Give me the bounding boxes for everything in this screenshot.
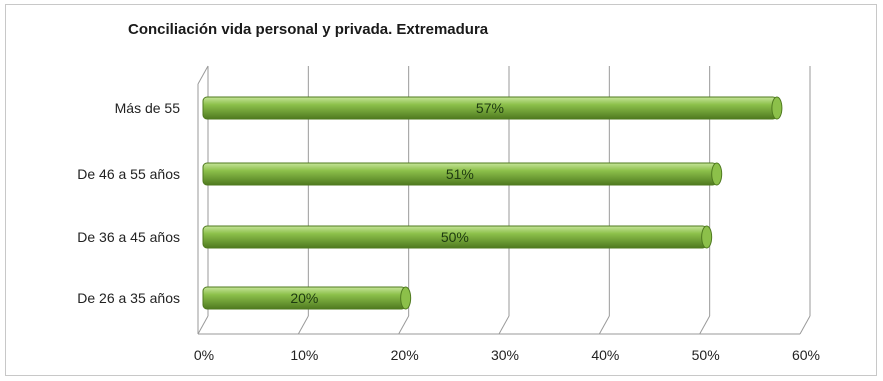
x-tick-label: 10% xyxy=(290,347,318,363)
bars-layer xyxy=(202,96,783,310)
x-tick-label: 20% xyxy=(391,347,419,363)
bar-end-cap xyxy=(771,96,783,120)
x-tick-label: 40% xyxy=(591,347,619,363)
chart-frame xyxy=(5,4,877,376)
floor-line xyxy=(498,315,510,335)
data-label: 51% xyxy=(446,166,474,182)
category-label: De 46 a 55 años xyxy=(77,166,180,182)
chart-title: Conciliación vida personal y privada. Ex… xyxy=(128,21,489,38)
x-tick-label: 60% xyxy=(792,347,820,363)
category-label: De 36 a 45 años xyxy=(77,229,180,245)
data-label: 20% xyxy=(290,290,318,306)
floor-line xyxy=(297,315,309,335)
data-label: 57% xyxy=(476,100,504,116)
x-tick-label: 50% xyxy=(692,347,720,363)
bar-end-cap xyxy=(400,286,412,310)
labels-layer: 0% 10% 20% 30% 40% 50% 60% 20% De 26 a 35 años 50… xyxy=(77,100,820,363)
floor-line xyxy=(197,315,209,335)
bar-end-cap xyxy=(711,162,723,186)
side-wall-top-edge xyxy=(197,65,209,85)
category-label: Más de 55 xyxy=(115,100,181,116)
x-tick-label: 0% xyxy=(194,347,214,363)
floor-line xyxy=(699,315,711,335)
data-label: 50% xyxy=(441,229,469,245)
category-label: De 26 a 35 años xyxy=(77,290,180,306)
floor-line xyxy=(398,315,410,335)
x-tick-label: 30% xyxy=(491,347,519,363)
floor-line xyxy=(598,315,610,335)
bar-end-cap xyxy=(701,225,713,249)
floor-line xyxy=(799,315,811,335)
